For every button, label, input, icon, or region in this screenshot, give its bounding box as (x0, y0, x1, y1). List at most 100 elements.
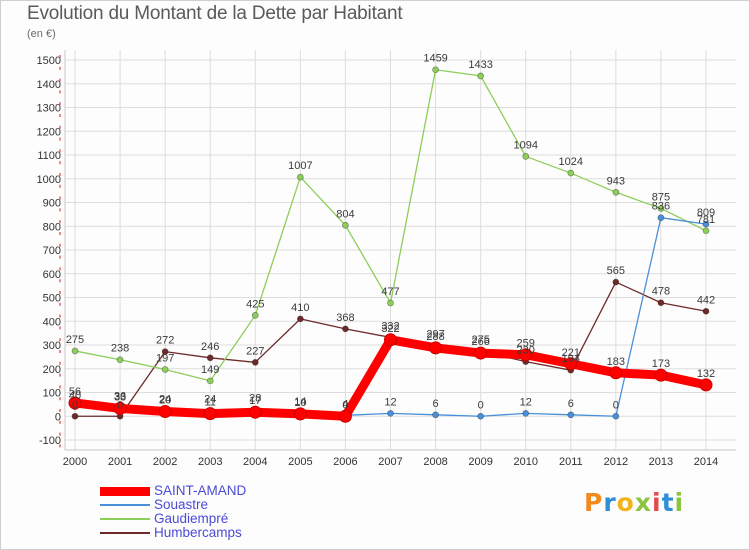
legend-label: Souastre (154, 497, 209, 512)
data-point (296, 315, 304, 323)
data-label: 20 (159, 395, 171, 407)
data-label: 297 (426, 329, 444, 341)
data-label: 149 (201, 364, 219, 376)
legend-swatch (100, 532, 150, 534)
data-point (429, 341, 443, 355)
legend-swatch (100, 504, 150, 506)
data-point (702, 307, 710, 315)
data-point (432, 66, 439, 74)
y-tick-label: 1100 (37, 150, 61, 162)
data-point (206, 377, 214, 385)
data-point (702, 227, 710, 235)
data-point (71, 412, 79, 420)
y-tick-label: 900 (43, 198, 61, 210)
data-point (657, 214, 665, 222)
data-point (248, 405, 262, 419)
data-label: 56 (69, 386, 81, 398)
data-point (251, 358, 259, 366)
data-point (567, 411, 575, 419)
data-label: 259 (517, 338, 535, 350)
data-point (567, 169, 575, 177)
data-label: 4 (342, 398, 348, 410)
data-point (161, 366, 169, 373)
x-tick-label: 2010 (513, 456, 537, 468)
data-label: 425 (246, 298, 264, 310)
logo-letter: r (603, 488, 617, 517)
legend: SAINT-AMAND Souastre Gaudiempré Humbercamps (100, 484, 246, 540)
data-label: 1007 (288, 160, 312, 172)
y-tick-label: 200 (43, 364, 61, 376)
data-label: 1024 (559, 156, 583, 168)
legend-item: SAINT-AMAND (100, 484, 246, 498)
data-label: 6 (433, 398, 439, 410)
data-point (477, 72, 485, 80)
data-point (206, 354, 214, 362)
y-tick-label: 300 (43, 340, 61, 352)
data-point (158, 405, 172, 418)
data-label: 368 (336, 312, 354, 324)
data-point (477, 412, 485, 420)
data-point (387, 299, 394, 307)
logo-letter: o (616, 488, 635, 517)
data-label: 410 (291, 302, 309, 314)
data-label: 24 (159, 394, 171, 406)
data-label: 227 (246, 345, 264, 357)
x-tick-label: 2013 (649, 456, 673, 468)
legend-item: Humbercamps (100, 526, 246, 540)
y-tick-label: 1300 (37, 103, 61, 115)
data-label: 11 (205, 397, 216, 409)
data-label: 12 (520, 396, 532, 408)
data-point (342, 221, 349, 229)
data-point (293, 407, 307, 421)
data-label: 197 (156, 352, 174, 364)
data-label: 288 (426, 331, 444, 343)
legend-swatch (100, 486, 150, 496)
data-label: 275 (471, 334, 489, 346)
legend-item: Souastre (100, 498, 246, 512)
chart-title: Evolution du Montant de la Dette par Hab… (27, 3, 403, 24)
data-label: 266 (471, 336, 489, 348)
data-label: 221 (562, 347, 580, 359)
data-label: 477 (381, 286, 399, 298)
data-point (702, 220, 710, 228)
data-point (564, 357, 578, 371)
x-tick-label: 2009 (468, 456, 492, 468)
x-tick-label: 2006 (333, 456, 357, 468)
data-point (612, 412, 620, 420)
y-tick-label: -100 (39, 435, 61, 447)
data-label: 10 (294, 397, 306, 409)
data-label: 0 (478, 399, 484, 411)
data-point (296, 173, 304, 181)
y-tick-label: 1400 (37, 79, 61, 91)
data-label: 28 (249, 393, 261, 405)
data-label: 36 (114, 391, 126, 403)
data-point (432, 411, 439, 419)
data-point (612, 278, 620, 286)
data-label: 0 (72, 399, 78, 411)
y-tick-label: 0 (55, 411, 61, 423)
x-tick-label: 2011 (559, 456, 583, 468)
logo-letter: t (661, 488, 675, 517)
x-tick-label: 2003 (198, 456, 222, 468)
data-point (113, 401, 127, 415)
data-label: 781 (697, 214, 715, 226)
data-label: 836 (652, 201, 670, 213)
y-tick-label: 500 (43, 293, 61, 305)
data-point (161, 348, 169, 356)
logo-letter: P (584, 488, 604, 517)
data-label: 183 (607, 356, 625, 368)
y-tick-label: 800 (43, 221, 61, 233)
data-label: 322 (381, 323, 399, 335)
y-tick-label: 1000 (37, 174, 61, 186)
logo-letter: i (652, 488, 662, 517)
data-label: 332 (381, 320, 399, 332)
data-point (68, 396, 82, 410)
data-label: 875 (652, 191, 670, 203)
logo-letter: i (674, 488, 685, 517)
y-tick-label: 700 (43, 245, 61, 257)
data-point (384, 333, 397, 347)
data-label: 173 (652, 358, 670, 370)
x-tick-label: 2001 (108, 456, 132, 468)
proxiti-logo: Proxiti (584, 488, 684, 517)
data-point (338, 409, 352, 423)
